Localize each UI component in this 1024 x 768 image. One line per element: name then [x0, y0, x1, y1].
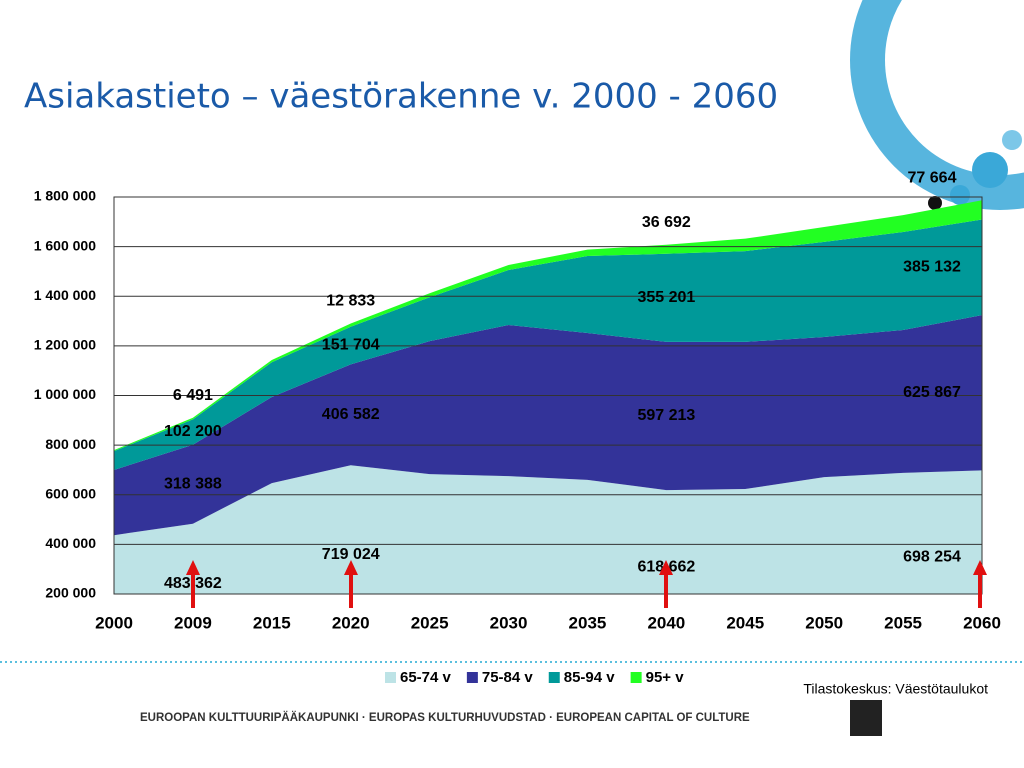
- data-label: 719 024: [322, 546, 380, 563]
- decoration: [850, 0, 1024, 210]
- x-tick-label: 2020: [332, 613, 370, 632]
- data-label: 12 833: [326, 293, 375, 310]
- area: [114, 315, 982, 536]
- x-tick-label: 2040: [647, 613, 685, 632]
- legend-swatch: [466, 672, 478, 683]
- data-label: 625 867: [903, 384, 961, 401]
- x-tick-label: 2060: [963, 613, 1001, 632]
- data-label: 36 692: [642, 214, 691, 231]
- data-label: 597 213: [637, 407, 695, 424]
- crest: [850, 700, 882, 736]
- y-tick-label: 1 800 000: [34, 188, 96, 204]
- legend-label: 85-94 v: [564, 669, 616, 686]
- arrows: [186, 560, 987, 608]
- data-label: 6 491: [173, 387, 213, 404]
- x-tick-label: 2050: [805, 613, 843, 632]
- legend-label: 65-74 v: [400, 669, 452, 686]
- y-tick-label: 1 600 000: [34, 237, 96, 253]
- y-tick-label: 1 200 000: [34, 337, 96, 353]
- slide-title: Asiakastieto – väestörakenne v. 2000 - 2…: [24, 77, 778, 117]
- y-tick-label: 1 000 000: [34, 386, 96, 402]
- x-tick-label: 2025: [411, 613, 449, 632]
- legend-swatch: [630, 672, 642, 683]
- y-tick-label: 1 400 000: [34, 287, 96, 303]
- data-label: 77 664: [908, 169, 957, 186]
- legend-swatch: [385, 672, 396, 683]
- data-label: 355 201: [637, 289, 695, 306]
- x-tick-label: 2015: [253, 613, 291, 632]
- y-tick-label: 600 000: [45, 485, 96, 501]
- legend-label: 75-84 v: [482, 669, 534, 686]
- data-label: 151 704: [322, 337, 380, 354]
- x-tick-label: 2035: [569, 613, 607, 632]
- data-label: 385 132: [903, 259, 961, 276]
- x-tick-label: 2055: [884, 613, 922, 632]
- chart: 200 000 400 000 600 000 800 000 1 000 000 1 2…: [34, 169, 1001, 686]
- y-tick-label: 400 000: [45, 535, 96, 551]
- x-tick-label: 2000: [95, 613, 133, 632]
- y-tick-label: 800 000: [45, 436, 96, 452]
- data-label: 698 254: [903, 548, 961, 565]
- data-label: 102 200: [164, 423, 222, 440]
- area: [114, 465, 982, 594]
- y-tick-label: 200 000: [45, 585, 96, 601]
- legend-swatch: [548, 672, 560, 683]
- source: Tilastokeskus: Väestötaulukot: [803, 681, 988, 697]
- data-label: 406 582: [322, 406, 380, 423]
- data-label: 318 388: [164, 475, 222, 492]
- x-tick-label: 2009: [174, 613, 212, 632]
- legend-label: 95+ v: [646, 669, 685, 686]
- area: [114, 219, 982, 470]
- x-tick-label: 2030: [490, 613, 528, 632]
- x-tick-label: 2045: [726, 613, 764, 632]
- plot-frame: [113, 196, 983, 595]
- footer: EUROOPAN KULTTUURIPÄÄKAUPUNKI · EUROPAS …: [140, 711, 750, 724]
- area: [114, 200, 982, 452]
